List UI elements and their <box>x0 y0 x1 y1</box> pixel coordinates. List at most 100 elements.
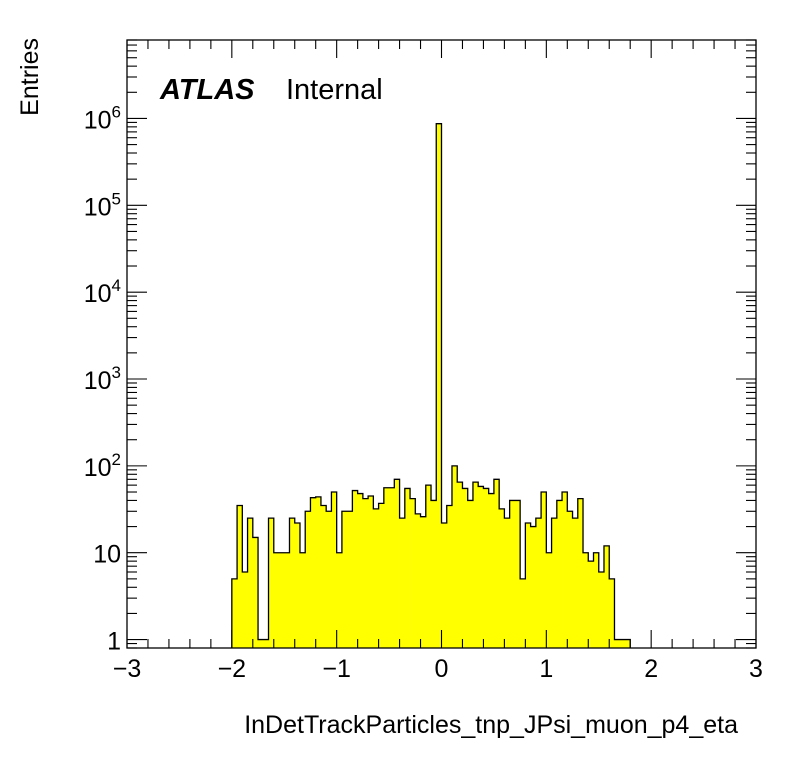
histogram-bar <box>483 488 490 648</box>
histogram-bar <box>336 552 343 648</box>
y-tick-label: 102 <box>84 450 121 482</box>
histogram-bar <box>446 505 453 648</box>
histogram-bar <box>425 485 432 648</box>
histogram-bars <box>231 123 631 648</box>
histogram-bar <box>231 578 238 648</box>
x-tick-label: 2 <box>644 655 658 683</box>
x-tick-label: 1 <box>539 655 553 683</box>
histogram-bar <box>546 552 552 648</box>
histogram-bar <box>451 465 458 648</box>
histogram-bar <box>493 479 500 648</box>
y-axis-title: Entries <box>16 38 44 116</box>
histogram-bar <box>284 552 290 648</box>
atlas-label: ATLAS <box>159 74 255 106</box>
histogram-bar <box>556 500 563 648</box>
histogram-bar <box>389 487 395 648</box>
histogram-bar <box>467 500 474 648</box>
histogram-bar <box>457 482 463 648</box>
histogram-bar <box>567 511 573 648</box>
histogram-bar <box>472 482 479 648</box>
histogram-bar <box>247 518 254 648</box>
x-tick-label: −2 <box>218 655 247 683</box>
y-tick-labels: 1 10 102 103 104 105 106 <box>84 102 121 655</box>
y-tick-label: 1 <box>107 628 121 656</box>
y-tick-label: 105 <box>84 189 121 221</box>
histogram-bar <box>368 495 374 648</box>
histogram-bar <box>378 503 385 648</box>
x-tick-label: 0 <box>435 655 449 683</box>
histogram-bar <box>436 123 442 648</box>
histogram-bar <box>572 518 579 648</box>
histogram-bar <box>252 537 259 648</box>
histogram-bar <box>305 511 311 648</box>
histogram-bar <box>562 492 568 648</box>
axis-ticks <box>126 39 757 649</box>
histogram-bar <box>263 639 269 648</box>
histogram-bar <box>383 487 390 648</box>
histogram-bar <box>478 486 484 648</box>
histogram-bar <box>362 498 369 648</box>
histogram-bar <box>420 516 427 648</box>
histogram-bar <box>326 511 332 648</box>
histogram-bar <box>520 578 526 648</box>
x-tick-label: 3 <box>749 655 763 683</box>
histogram-bar <box>341 511 348 648</box>
x-tick-label: −1 <box>322 655 351 683</box>
histogram-bar <box>242 571 248 648</box>
histogram-bar <box>394 479 400 648</box>
histogram-bar <box>577 498 584 648</box>
histogram-bar <box>258 639 264 648</box>
histogram-bar <box>320 505 327 648</box>
histogram-bar <box>294 522 301 648</box>
histogram-bar <box>299 552 306 648</box>
histogram-bar <box>535 518 542 648</box>
histogram-bar <box>237 505 243 648</box>
histogram-outline <box>231 123 631 648</box>
histogram-bar <box>499 508 505 648</box>
histogram-bar <box>310 497 317 648</box>
histogram-bar <box>509 500 516 648</box>
histogram-bar <box>609 578 615 648</box>
histogram-bar <box>504 518 511 648</box>
histogram-bar <box>588 561 594 648</box>
histogram-bar <box>415 513 421 648</box>
x-axis-title: InDetTrackParticles_tnp_JPsi_muon_p4_eta <box>244 711 738 739</box>
histogram-bar <box>603 545 610 648</box>
histogram-bar <box>315 496 322 648</box>
histogram-bar <box>462 488 469 648</box>
y-tick-label: 103 <box>84 363 121 395</box>
histogram-bar <box>551 518 558 648</box>
x-tick-label: −3 <box>113 655 142 683</box>
histogram-bar <box>357 493 364 648</box>
histogram-bar <box>541 492 547 648</box>
histogram-bar <box>614 639 621 648</box>
plot-frame <box>126 39 757 649</box>
histogram-bar <box>514 500 521 648</box>
histogram-bar <box>593 552 600 648</box>
atlas-status-label: Internal <box>286 74 383 106</box>
y-tick-label: 104 <box>84 276 121 308</box>
histogram-bar <box>619 639 626 648</box>
histogram-bar <box>488 493 495 648</box>
x-tick-labels: −3 −2 −1 0 1 2 3 <box>113 655 763 683</box>
y-tick-label: 10 <box>93 541 121 569</box>
histogram-bar <box>583 552 589 648</box>
histogram-bar <box>268 518 275 648</box>
histogram-bar <box>431 500 437 648</box>
histogram-bar <box>347 511 353 648</box>
histogram-bar <box>331 492 338 648</box>
histogram-bar <box>404 488 411 648</box>
histogram-bar <box>352 490 359 648</box>
histogram-bar <box>273 552 280 648</box>
histogram-bar <box>530 526 537 648</box>
histogram-bar <box>598 571 605 648</box>
histogram-bar <box>373 508 379 648</box>
histogram-bar <box>410 498 416 648</box>
histogram-bar <box>525 522 532 648</box>
histogram-bar <box>279 552 285 648</box>
histogram-bar <box>624 639 631 648</box>
histogram-bar <box>289 518 296 648</box>
y-tick-label: 106 <box>84 102 121 134</box>
histogram-bar <box>399 518 406 648</box>
